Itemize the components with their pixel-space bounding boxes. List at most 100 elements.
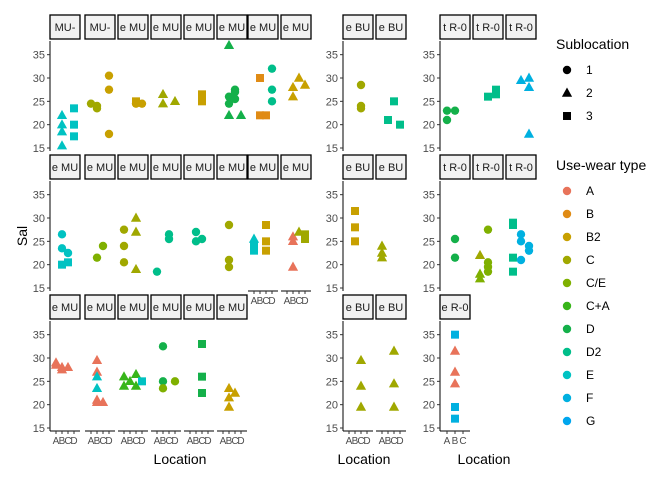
legend-label: B2 bbox=[586, 230, 601, 244]
y-tick-label: 25 bbox=[33, 376, 45, 388]
data-point bbox=[390, 97, 398, 106]
legend-label: C+A bbox=[586, 299, 610, 313]
facet-strip-label: e BU bbox=[379, 162, 404, 174]
data-point bbox=[509, 253, 517, 262]
y-tick-label: 20 bbox=[423, 400, 435, 412]
y-tick-label: 20 bbox=[326, 400, 338, 412]
facet-strip bbox=[117, 14, 149, 40]
x-tick-label: B bbox=[160, 436, 167, 447]
x-tick-label: B bbox=[452, 436, 459, 447]
x-tick-label: C bbox=[99, 436, 106, 447]
data-point bbox=[376, 247, 388, 257]
data-point bbox=[451, 414, 459, 423]
y-tick-label: 15 bbox=[326, 423, 338, 435]
facet-strip bbox=[342, 154, 374, 180]
x-tick-label: D bbox=[237, 436, 244, 447]
x-tick-label: A bbox=[53, 436, 60, 447]
x-tick-label: B bbox=[226, 436, 233, 447]
x-tick-label: A bbox=[187, 436, 194, 447]
facet-panel: e MU A B CD bbox=[216, 294, 248, 447]
facet-strip bbox=[439, 294, 471, 320]
y-tick-label: 15 bbox=[33, 283, 45, 295]
y-tick-label: 25 bbox=[423, 96, 435, 108]
data-point bbox=[235, 109, 247, 120]
data-point bbox=[56, 109, 68, 120]
data-point bbox=[492, 90, 500, 99]
x-axis-title: Location bbox=[154, 451, 207, 467]
data-point bbox=[56, 119, 68, 129]
facet-strip bbox=[150, 294, 182, 320]
data-point bbox=[157, 98, 169, 108]
x-tick-label: B bbox=[352, 436, 359, 447]
facet-strip-label: e MU bbox=[120, 162, 146, 174]
facet-strip-label: e BU bbox=[346, 22, 371, 34]
data-point bbox=[198, 90, 206, 99]
data-point bbox=[224, 220, 234, 230]
x-tick-label: C bbox=[390, 436, 397, 447]
data-point bbox=[230, 85, 240, 94]
facet-strip bbox=[375, 14, 407, 40]
data-point bbox=[262, 221, 270, 229]
facet-panel: e MU bbox=[84, 154, 116, 262]
y-tick-label: 15 bbox=[326, 283, 338, 295]
legend-label: F bbox=[586, 391, 593, 405]
facet-strip-label: e MU bbox=[120, 302, 146, 314]
data-point bbox=[92, 253, 102, 262]
y-tick-label: 20 bbox=[326, 120, 338, 132]
data-point bbox=[523, 81, 535, 92]
facet-strip bbox=[216, 14, 248, 40]
data-point bbox=[158, 377, 168, 386]
facet-strip bbox=[472, 14, 504, 40]
data-point bbox=[267, 97, 277, 106]
facet-panel: t R-0 bbox=[472, 154, 504, 283]
data-point bbox=[118, 380, 130, 390]
data-point bbox=[119, 225, 129, 234]
data-point bbox=[516, 255, 526, 265]
facet-strip bbox=[216, 294, 248, 320]
data-point bbox=[287, 81, 299, 92]
y-tick-label: 35 bbox=[326, 190, 338, 202]
data-point bbox=[299, 79, 311, 89]
data-point bbox=[70, 132, 78, 141]
data-point bbox=[130, 380, 142, 390]
data-point bbox=[198, 389, 206, 397]
data-point bbox=[104, 129, 114, 139]
y-tick-label: 25 bbox=[326, 236, 338, 248]
data-point bbox=[516, 230, 526, 239]
facet-panel: t R-0 bbox=[505, 14, 537, 138]
facet-strip-label: e MU bbox=[219, 162, 245, 174]
facet-panel: e MU A B CD bbox=[117, 294, 149, 447]
facet-panel: e MU bbox=[117, 154, 149, 274]
legend-label: B bbox=[586, 207, 594, 221]
facet-strip bbox=[375, 154, 407, 180]
facet-panel: e R-0 15 20 25 30 35 A B C bbox=[423, 294, 471, 447]
y-tick-label: 15 bbox=[423, 423, 435, 435]
facet-strip bbox=[280, 154, 312, 180]
data-point bbox=[442, 115, 452, 125]
legend-key-color bbox=[562, 209, 572, 219]
facet-panel: e MU bbox=[150, 14, 182, 108]
facet-panel: e MU A B CD bbox=[150, 294, 182, 447]
facet-strip-label: e MU bbox=[186, 22, 212, 34]
x-tick-label: B bbox=[127, 436, 134, 447]
legend-label: G bbox=[586, 414, 595, 428]
facet-panel: e MU bbox=[247, 14, 279, 120]
facet-strip bbox=[472, 154, 504, 180]
data-point bbox=[58, 260, 66, 269]
data-point bbox=[256, 74, 264, 82]
y-tick-label: 25 bbox=[326, 376, 338, 388]
data-point bbox=[474, 268, 486, 278]
data-point bbox=[483, 258, 493, 267]
x-tick-label: C bbox=[165, 436, 172, 447]
x-tick-label: A bbox=[444, 436, 451, 447]
data-point bbox=[355, 401, 367, 411]
facet-strip-label: t R-0 bbox=[443, 22, 467, 34]
data-point bbox=[124, 375, 136, 386]
data-point bbox=[509, 267, 517, 276]
legend-label: E bbox=[586, 368, 594, 382]
facet-panel: e MU bbox=[216, 154, 248, 272]
x-tick-label: B bbox=[59, 436, 66, 447]
facet-strip bbox=[247, 154, 279, 180]
legend-layer: Sublocation 1 2 3 Use-wear type AB B2 C C/E C+A DD… bbox=[556, 36, 646, 428]
facet-panel: e MU bbox=[280, 14, 312, 101]
